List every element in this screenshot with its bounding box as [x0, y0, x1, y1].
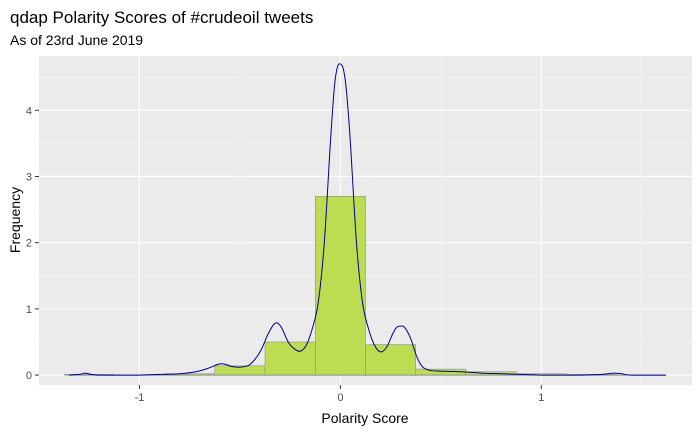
- x-axis-title: Polarity Score: [321, 410, 408, 426]
- y-tick-label: 2: [26, 238, 32, 250]
- y-tick-label: 3: [26, 171, 32, 183]
- y-tick-label: 0: [26, 370, 32, 382]
- histogram-bar: [365, 344, 417, 376]
- chart-subtitle: As of 23rd June 2019: [10, 32, 143, 48]
- histogram-bar: [314, 196, 366, 376]
- axis-ticks: -1 0 1 0 1 2 3 4: [26, 105, 544, 404]
- y-axis-title: Frequency: [7, 187, 23, 253]
- chart-title: qdap Polarity Scores of #crudeoil tweets: [10, 8, 313, 27]
- y-tick-label: 1: [26, 304, 32, 316]
- x-tick-label: -1: [135, 392, 145, 404]
- x-tick-label: 1: [538, 392, 544, 404]
- histogram-bar: [264, 341, 316, 376]
- y-tick-label: 4: [26, 105, 32, 117]
- x-tick-label: 0: [337, 392, 343, 404]
- density-curve: [69, 63, 666, 376]
